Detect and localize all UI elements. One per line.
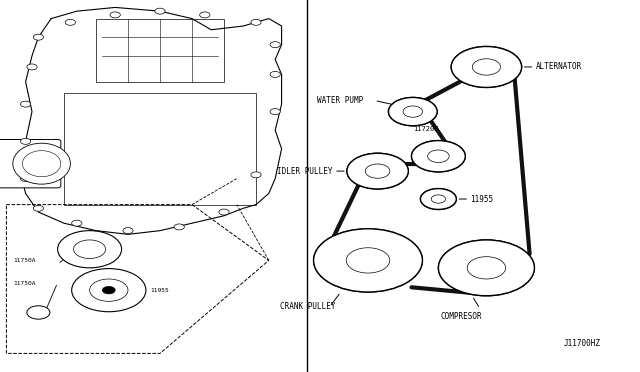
Text: CRANK PULLEY: CRANK PULLEY [280,302,336,311]
Circle shape [347,153,408,189]
Circle shape [20,101,31,107]
Circle shape [174,224,184,230]
Circle shape [314,229,422,292]
FancyBboxPatch shape [0,140,61,188]
Circle shape [58,231,122,268]
Text: 11750A: 11750A [13,258,35,263]
Ellipse shape [13,143,70,184]
Circle shape [110,12,120,18]
Text: IDLER PULLEY: IDLER PULLEY [277,167,333,176]
Circle shape [200,12,210,18]
Text: ALTERNATOR: ALTERNATOR [536,62,582,71]
Text: COMPRESOR: COMPRESOR [440,312,482,321]
Circle shape [347,153,408,189]
Circle shape [27,306,50,319]
Circle shape [155,8,165,14]
Circle shape [438,240,534,296]
Circle shape [33,34,44,40]
Circle shape [251,19,261,25]
Circle shape [72,269,146,312]
Text: 11955: 11955 [470,195,493,203]
Circle shape [388,97,437,126]
Circle shape [314,229,422,292]
Circle shape [123,228,133,234]
Text: 11720N: 11720N [413,126,438,132]
Circle shape [270,42,280,48]
Circle shape [451,46,522,87]
Circle shape [270,71,280,77]
Circle shape [27,64,37,70]
Circle shape [270,109,280,115]
Circle shape [451,46,522,87]
Circle shape [412,141,465,172]
Circle shape [65,19,76,25]
Circle shape [20,138,31,144]
Circle shape [20,176,31,182]
Text: 11955: 11955 [150,288,169,293]
Circle shape [33,205,44,211]
Circle shape [420,189,456,209]
Text: J11700HZ: J11700HZ [563,339,600,348]
Circle shape [388,97,437,126]
Text: WATER PUMP: WATER PUMP [317,96,363,105]
Circle shape [438,240,534,296]
Circle shape [72,220,82,226]
Polygon shape [19,7,282,234]
Circle shape [412,141,465,172]
Circle shape [420,189,456,209]
Circle shape [251,172,261,178]
Circle shape [102,286,115,294]
Circle shape [219,209,229,215]
Text: 11750A: 11750A [13,280,35,286]
